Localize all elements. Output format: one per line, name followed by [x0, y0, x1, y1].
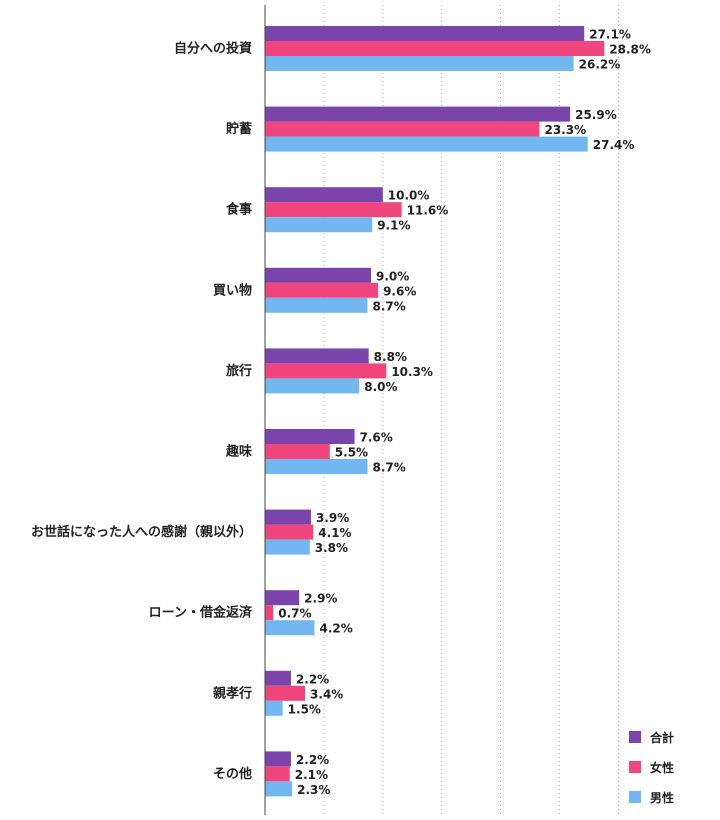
category-label: お世話になった人への感謝（親以外）: [31, 524, 252, 540]
value-label: 3.9%: [316, 511, 349, 525]
bar: [265, 267, 372, 283]
value-label: 2.9%: [304, 592, 337, 606]
bar: [265, 106, 571, 122]
bar: [265, 363, 387, 379]
legend-label: 女性: [650, 760, 674, 775]
bar: [265, 670, 291, 686]
category-label: 貯蓄: [226, 121, 252, 137]
bar: [265, 459, 368, 474]
bar: [265, 136, 588, 152]
bar: [265, 41, 605, 56]
value-label: 3.4%: [310, 687, 343, 701]
category-label: その他: [213, 766, 252, 782]
value-label: 2.1%: [295, 768, 328, 782]
value-label: 27.1%: [589, 28, 631, 42]
bar: [265, 524, 314, 540]
bar: [265, 590, 300, 606]
value-label: 26.2%: [579, 58, 621, 72]
value-label: 4.2%: [319, 622, 352, 636]
value-label: 8.8%: [374, 350, 407, 364]
bar: [265, 605, 274, 621]
bar: [265, 509, 311, 525]
bar: [265, 187, 383, 203]
legend-label: 合計: [650, 730, 674, 745]
bar: [265, 378, 360, 394]
gridlines: [323, 5, 619, 815]
bars: [265, 26, 605, 797]
value-label: 25.9%: [575, 108, 617, 122]
value-label: 3.8%: [315, 541, 348, 555]
category-label: 自分への投資: [174, 41, 252, 57]
bar: [265, 539, 310, 555]
value-labels: 27.1%28.8%26.2% 25.9%23.3% 27.4% 10.0%11.6%…: [278, 28, 651, 797]
value-label: 8.0%: [364, 380, 397, 394]
bar: [265, 202, 402, 218]
value-label: 8.7%: [372, 299, 405, 313]
bar: [265, 297, 368, 313]
value-label: 28.8%: [609, 43, 651, 57]
bar: [265, 781, 293, 797]
bar: [265, 751, 291, 767]
value-label: 0.7%: [278, 607, 311, 621]
category-label: 旅行: [226, 363, 252, 379]
value-label: 2.3%: [297, 783, 330, 797]
value-label: 10.3%: [391, 365, 433, 379]
legend-swatch: [629, 791, 641, 803]
category-label: 買い物: [213, 282, 252, 298]
bar: [265, 217, 373, 233]
category-label: 親孝行: [213, 685, 252, 701]
legend-swatch: [629, 731, 641, 743]
value-label: 4.1%: [318, 526, 351, 540]
bar: [265, 348, 369, 364]
value-label: 9.0%: [376, 269, 409, 283]
value-label: 11.6%: [407, 204, 449, 218]
value-label: 5.5%: [335, 446, 368, 460]
bar: [265, 56, 574, 71]
bar: [265, 444, 330, 459]
value-label: 2.2%: [296, 672, 329, 686]
value-label: 23.3%: [544, 123, 586, 137]
value-label: 1.5%: [288, 702, 321, 716]
category-label: 食事: [226, 202, 252, 218]
value-label: 10.0%: [388, 189, 430, 203]
bar: [265, 121, 540, 137]
legend-swatch: [629, 761, 641, 773]
bar: [265, 766, 290, 782]
bar: [265, 685, 306, 701]
category-label: ローン・借金返済: [149, 605, 253, 621]
value-label: 9.1%: [377, 219, 410, 233]
value-label: 8.7%: [372, 461, 405, 475]
value-label: 2.2%: [296, 753, 329, 767]
legend-label: 男性: [650, 790, 674, 805]
category-label: 趣味: [225, 444, 252, 460]
bar: [265, 429, 355, 444]
bar: [265, 282, 379, 298]
value-label: 27.4%: [593, 138, 635, 152]
bar: [265, 620, 315, 636]
value-label: 9.6%: [383, 284, 416, 298]
value-label: 7.6%: [360, 431, 393, 445]
bar: [265, 700, 283, 716]
bar: [265, 26, 585, 41]
